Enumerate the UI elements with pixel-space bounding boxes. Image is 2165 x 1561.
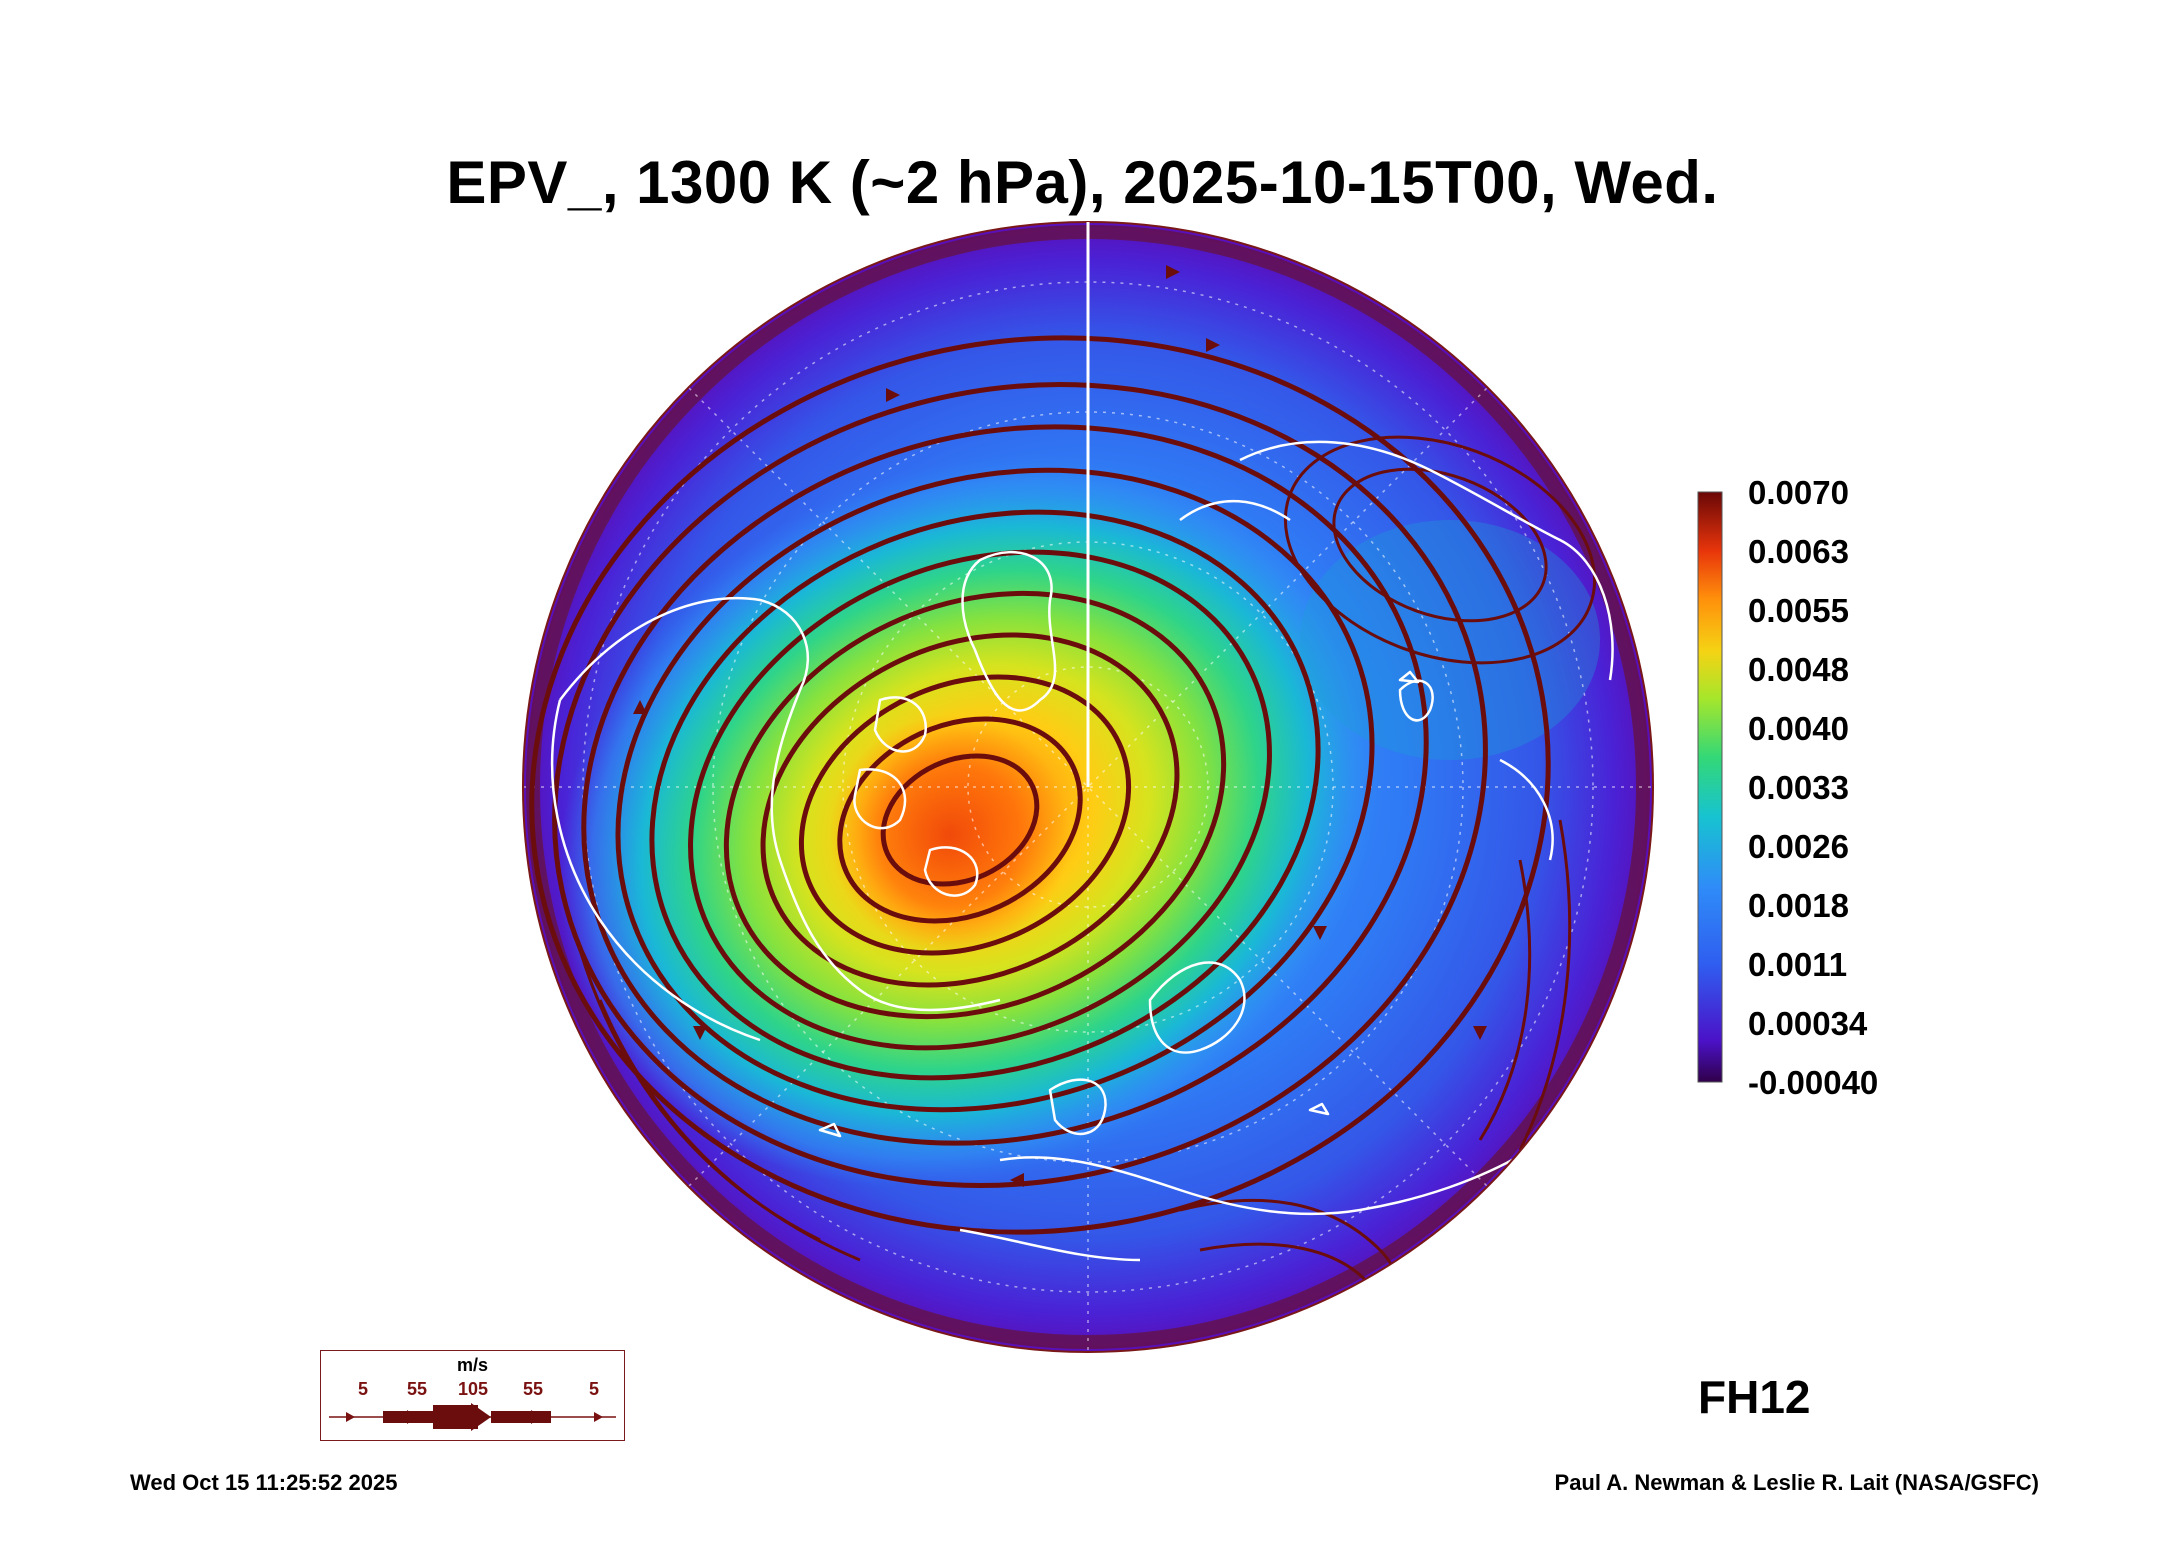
colorbar-label: 0.0055	[1748, 592, 1849, 629]
coastlines	[550, 440, 1614, 1262]
colorbar-label: 0.0011	[1748, 946, 1848, 983]
footer-timestamp: Wed Oct 15 11:25:52 2025	[130, 1470, 398, 1495]
wind-streamlines-secondary	[578, 435, 1597, 1314]
footer-credit: Paul A. Newman & Leslie R. Lait (NASA/GS…	[1554, 1470, 2039, 1495]
colorbar-label: -0.00040	[1748, 1064, 1879, 1101]
streamline-arrows	[633, 265, 1487, 1187]
colorbar-label: 0.00034	[1748, 1005, 1868, 1042]
legend-arrow-graphic	[329, 1403, 616, 1431]
colorbar-label: 0.0033	[1748, 769, 1849, 806]
colorbar-label: 0.0040	[1748, 710, 1849, 747]
colorbar-label: 0.0063	[1748, 533, 1849, 570]
colorbar-label: 0.0048	[1748, 651, 1849, 688]
legend-speed: 55	[522, 1379, 544, 1399]
legend-speed: 5	[588, 1379, 600, 1399]
legend-speed: 105	[457, 1379, 489, 1399]
colorbar	[1697, 491, 1723, 1083]
legend-unit: m/s	[456, 1355, 489, 1375]
legend-speed: 5	[357, 1379, 369, 1399]
colorbar-label: 0.0026	[1748, 828, 1849, 865]
legend-speed: 55	[406, 1379, 428, 1399]
plot-title: EPV_, 1300 K (~2 hPa), 2025-10-15T00, We…	[446, 149, 1719, 216]
forecast-hour: FH12	[1698, 1371, 1811, 1423]
colorbar-label: 0.0018	[1748, 887, 1849, 924]
colorbar-label: 0.0070	[1748, 474, 1849, 511]
wind-speed-legend: m/s 5 55 105 55 5	[320, 1350, 625, 1441]
